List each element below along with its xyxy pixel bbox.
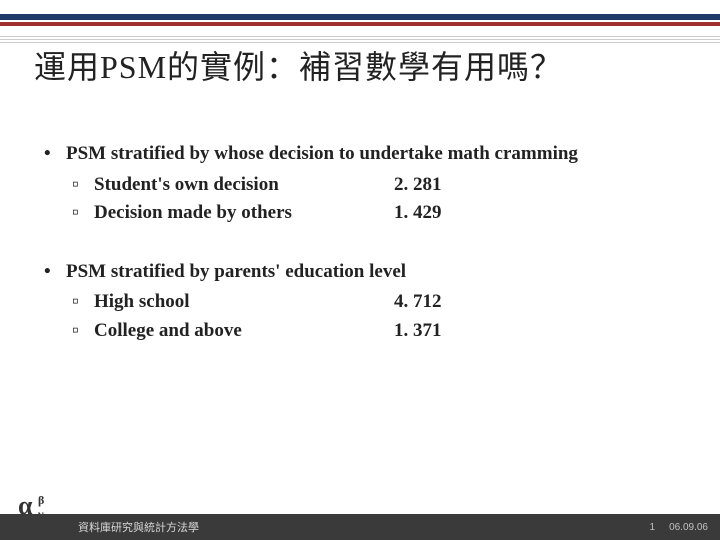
footer-bar: 資料庫研究與統計方法學 1 06.09.06	[0, 514, 720, 540]
footer-page: 1	[650, 522, 656, 533]
sub-value: 1. 429	[394, 199, 664, 228]
bullet-item: • PSM stratified by whose decision to un…	[44, 140, 664, 169]
footer-text: 資料庫研究與統計方法學	[78, 519, 199, 535]
bullet-marker: •	[44, 140, 66, 169]
page-title: 運用PSM的實例：補習數學有用嗎？	[34, 48, 686, 86]
sub-item: ▫ Decision made by others 1. 429	[72, 199, 664, 228]
sub-value: 1. 371	[394, 317, 664, 346]
accent-line	[0, 36, 720, 37]
sub-marker: ▫	[72, 317, 94, 346]
sub-label: High school	[94, 288, 394, 317]
sub-value: 2. 281	[394, 171, 664, 200]
footer-date: 06.09.06	[669, 522, 708, 533]
footer-meta: 1 06.09.06	[636, 514, 709, 540]
accent-line	[0, 39, 720, 40]
bullet-item: • PSM stratified by parents' education l…	[44, 258, 664, 287]
sub-item: ▫ Student's own decision 2. 281	[72, 171, 664, 200]
accent-bar-navy	[0, 14, 720, 20]
svg-text:β: β	[38, 493, 44, 507]
sub-marker: ▫	[72, 288, 94, 317]
sub-label: College and above	[94, 317, 394, 346]
sub-label: Student's own decision	[94, 171, 394, 200]
bullet-marker: •	[44, 258, 66, 287]
sub-item: ▫ High school 4. 712	[72, 288, 664, 317]
sub-marker: ▫	[72, 199, 94, 228]
accent-line	[0, 42, 720, 43]
content-body: • PSM stratified by whose decision to un…	[44, 140, 664, 345]
accent-bar-red	[0, 22, 720, 26]
bullet-heading: PSM stratified by parents' education lev…	[66, 258, 664, 287]
sub-label: Decision made by others	[94, 199, 394, 228]
bullet-heading: PSM stratified by whose decision to unde…	[66, 140, 664, 169]
sub-value: 4. 712	[394, 288, 664, 317]
sub-item: ▫ College and above 1. 371	[72, 317, 664, 346]
sub-marker: ▫	[72, 171, 94, 200]
